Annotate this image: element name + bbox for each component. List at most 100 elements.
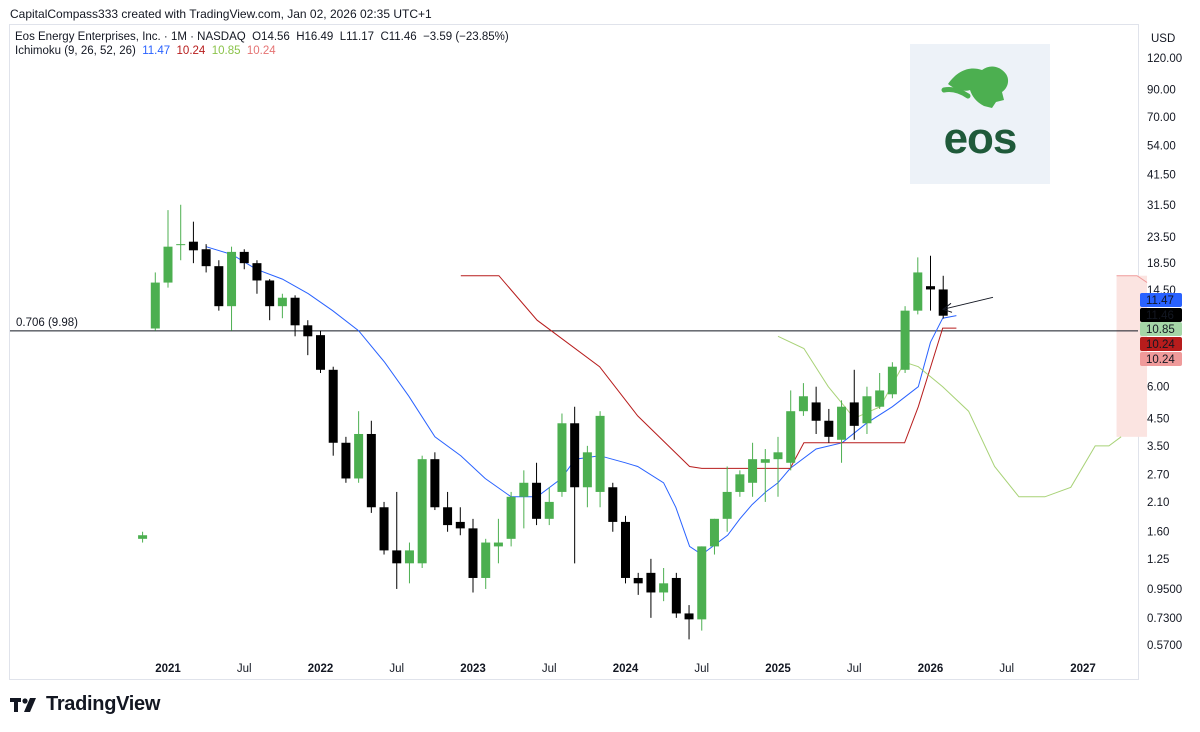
price-tag (1140, 308, 1182, 322)
price-tag-label: 11.47 (1146, 295, 1174, 307)
candle-body (493, 542, 503, 547)
candle-body (201, 249, 211, 267)
candle-body (913, 272, 923, 311)
candle-body (506, 496, 516, 539)
price-tick-label: 0.7300 (1147, 613, 1182, 625)
candle-body (862, 396, 872, 424)
candle-body (443, 507, 453, 526)
candle-body (646, 572, 656, 593)
candle-body (354, 433, 364, 479)
time-tick-label: 2027 (1070, 663, 1096, 675)
price-tag-label: 10.24 (1146, 339, 1175, 351)
candle-body (671, 577, 681, 614)
candle-body (748, 459, 758, 483)
price-tick-label: 1.25 (1147, 554, 1169, 566)
candle-body (938, 289, 948, 316)
series-kijun-line (460, 275, 957, 469)
tradingview-brand[interactable]: TradingView (10, 693, 160, 716)
time-tick-label: 2025 (765, 663, 791, 675)
candle-body (582, 452, 592, 488)
candle-body (277, 297, 287, 307)
symbol-line: Eos Energy Enterprises, Inc. · 1M · NASD… (15, 31, 246, 43)
fib-level-label: 0.706 (9.98) (16, 317, 78, 329)
candle-body (659, 583, 669, 593)
candle-body (722, 491, 732, 519)
candle-body (532, 482, 542, 519)
indicator-legend: Ichimoku (9, 26, 52, 26) 11.47 10.24 10.… (15, 45, 276, 57)
candle-body (875, 390, 885, 407)
candle-body (735, 474, 745, 492)
eos-head-icon (941, 66, 1009, 108)
tradingview-wordmark: TradingView (46, 693, 161, 715)
candle-body (265, 280, 275, 307)
candle-body (150, 282, 160, 329)
eos-logo-text: eos (943, 114, 1018, 163)
span-a-value: 10.85 (211, 45, 241, 57)
candle-body (697, 546, 707, 620)
price-tag (1140, 322, 1182, 336)
candle-body (595, 415, 605, 492)
price-tick-label: 41.50 (1147, 170, 1176, 182)
candle-body (684, 613, 694, 620)
eos-logo: eos (910, 44, 1050, 184)
tenkan-value: 11.47 (142, 45, 171, 57)
price-tick-label: 0.5700 (1147, 640, 1182, 652)
price-tag (1140, 293, 1182, 307)
candle-body (404, 550, 414, 564)
candle-body (519, 482, 529, 497)
candle-body (214, 266, 224, 307)
candle-body (316, 335, 325, 370)
candle-body (798, 396, 808, 412)
currency-label: USD (1151, 33, 1175, 45)
time-tick-label: Jul (237, 663, 252, 675)
price-tag (1140, 352, 1182, 366)
price-tick-label: 2.70 (1147, 469, 1169, 481)
candle-body (366, 433, 376, 508)
candle-body (887, 366, 897, 395)
time-tick-label: 2024 (613, 663, 639, 675)
time-tick-label: 2021 (155, 663, 181, 675)
candle-body (290, 297, 300, 326)
price-tick-label: 23.50 (1147, 232, 1176, 244)
candle-body (430, 459, 440, 508)
price-tick-label: 90.00 (1147, 85, 1176, 97)
price-tick-label: 3.50 (1147, 441, 1169, 453)
tradingview-logo-icon (10, 697, 36, 712)
candle-body (544, 501, 554, 519)
ohlc-change: −3.59 (−23.85%) (423, 31, 509, 43)
candle-body (481, 542, 491, 578)
symbol-legend: Eos Energy Enterprises, Inc. · 1M · NASD… (15, 31, 509, 43)
span-b-value: 10.24 (246, 45, 276, 57)
price-tick-label: 0.9500 (1147, 584, 1182, 596)
price-tick-label: 1.60 (1147, 527, 1169, 539)
price-tick-label: 31.50 (1147, 200, 1176, 212)
candle-body (760, 459, 770, 463)
price-tag-label: 10.85 (1146, 324, 1175, 336)
series-tenkan-line (205, 246, 957, 556)
price-tick-label: 6.00 (1147, 382, 1169, 394)
ohlc-close: C11.46 (380, 31, 417, 43)
candle-body (303, 325, 313, 337)
price-tick-label: 54.00 (1147, 141, 1176, 153)
indicator-name: Ichimoku (9, 26, 52, 26) (15, 45, 136, 57)
time-tick-label: Jul (389, 663, 404, 675)
price-tick-label: 120.00 (1147, 53, 1182, 65)
candle-body (837, 406, 847, 440)
candle-body (392, 550, 402, 564)
ohlc-high: H16.49 (296, 31, 334, 43)
candle-body (773, 452, 783, 460)
candle-body (709, 518, 719, 547)
candle-body (163, 246, 173, 283)
candle-body (900, 310, 910, 370)
candle-body (811, 402, 821, 421)
time-tick-label: 2023 (460, 663, 486, 675)
time-tick-label: 2026 (918, 663, 944, 675)
annotation-arrow-line (942, 296, 994, 310)
price-tag-label: 10.24 (1146, 354, 1175, 366)
candle-body (786, 411, 796, 463)
candle-body (926, 286, 935, 290)
candle-body (417, 459, 427, 564)
candle-body (621, 521, 630, 578)
candle-body (608, 487, 618, 522)
